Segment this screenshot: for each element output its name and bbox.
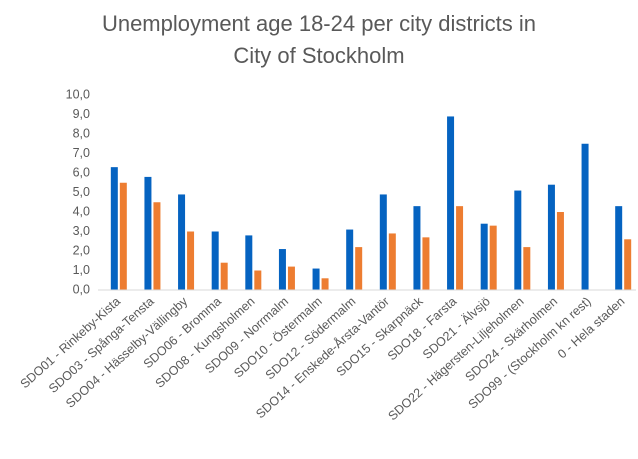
bar	[447, 116, 455, 290]
y-tick-label: 1,0	[73, 263, 90, 277]
bar	[346, 229, 354, 290]
bar	[547, 184, 555, 290]
bar	[110, 167, 118, 290]
bar	[211, 231, 219, 290]
bar	[388, 233, 396, 290]
bar	[556, 212, 564, 290]
bar	[413, 206, 421, 290]
y-tick-label: 8,0	[73, 126, 90, 140]
bar	[514, 190, 522, 290]
bar	[480, 223, 488, 290]
bar	[615, 206, 623, 290]
bar	[245, 235, 253, 290]
bar	[489, 225, 497, 290]
bar	[278, 249, 286, 290]
y-tick-label: 2,0	[73, 243, 90, 257]
bar	[254, 270, 262, 290]
bar	[523, 247, 531, 290]
bar	[187, 231, 195, 290]
bar	[581, 143, 589, 290]
y-tick-label: 10,0	[66, 87, 90, 101]
bar	[379, 194, 387, 290]
y-tick-label: 7,0	[73, 146, 90, 160]
chart-title: Unemployment age 18-24 per city district…	[101, 11, 537, 68]
bar	[153, 202, 161, 290]
y-tick-label: 4,0	[73, 204, 90, 218]
bar	[422, 237, 430, 290]
bar	[220, 262, 228, 290]
y-tick-label: 6,0	[73, 165, 90, 179]
bar	[624, 239, 632, 290]
y-tick-label: 9,0	[73, 107, 90, 121]
bar	[312, 268, 320, 290]
bar	[321, 278, 329, 290]
bar	[287, 266, 295, 290]
bar	[178, 194, 186, 290]
y-tick-label: 3,0	[73, 224, 90, 238]
bar	[119, 182, 127, 290]
y-tick-label: 5,0	[73, 185, 90, 199]
bar	[144, 176, 152, 290]
bar	[456, 206, 464, 290]
bar	[355, 247, 363, 290]
y-tick-label: 0,0	[73, 282, 90, 296]
